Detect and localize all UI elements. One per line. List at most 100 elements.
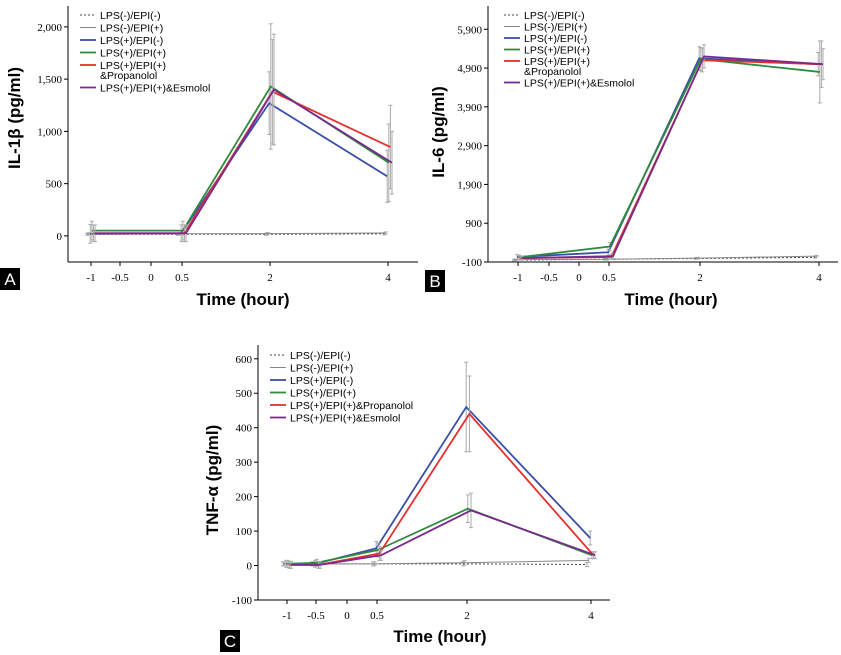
legend-entry: LPS(+)/EPI(+) [100,48,166,60]
panel-a-letter-box [0,268,20,290]
panel-b-letter: B [429,272,440,291]
series-line [91,85,390,232]
x-tick-label: -1 [513,272,522,284]
x-tick-label: 4 [588,610,594,622]
y-tick-label: 600 [236,354,253,366]
legend-entry-line: LPS(-)/EPI(-) [290,350,351,362]
series-line [289,412,595,566]
legend-entry: LPS(+)/EPI(+)&Propanolol [290,400,413,412]
y-tick-label: 2,000 [37,22,62,34]
legend-entry: LPS(+)/EPI(+)&Propanolol [100,60,166,82]
series-line [518,58,820,259]
series-line [291,509,596,566]
legend-entry: LPS(-)/EPI(-) [524,10,585,22]
legend-entry: LPS(+)/EPI(+)&Esmolol [524,78,634,90]
y-tick-label: -100 [232,595,253,607]
y-tick-label: 500 [46,179,63,191]
panel-b-y-axis-label: IL-6 (pg/ml) [429,86,448,178]
x-tick-label: -1 [86,272,95,284]
legend-entry-line: LPS(-)/EPI(-) [100,10,161,22]
legend-entry-line: LPS(+)/EPI(-) [290,375,353,387]
series-line [93,90,391,235]
x-tick-label: -1 [282,610,291,622]
x-tick-label: 0 [344,610,350,622]
legend-entry: LPS(-)/EPI(+) [524,22,587,34]
legend-entry-line: LPS(+)/EPI(-) [100,35,163,47]
x-tick-label: -0.5 [111,272,129,284]
series-line [286,405,591,565]
panel-a-plot-area: 0 500 1,000 1,500 2,000 -1 -0.5 0 0.5 2 4 LPS(-)/EP… [37,6,418,284]
y-tick-label: 300 [236,457,253,469]
legend-entry: LPS(-)/EPI(+) [290,363,353,375]
legend-entry-line: &Propanolol [100,70,157,82]
series-line [90,101,388,235]
series-line [287,507,593,565]
x-tick-label: -0.5 [540,272,558,284]
y-tick-label: 0 [57,231,63,243]
panel-a-x-axis-label: Time (hour) [196,290,289,309]
legend-entry: LPS(+)/EPI(+) [524,45,590,57]
x-tick-label: 0 [148,272,154,284]
series-line [515,255,817,261]
panel-c-x-axis-label: Time (hour) [393,627,486,646]
legend-entry: LPS(+)/EPI(+)&Esmolol [100,83,210,95]
legend-entry: LPS(+)/EPI(+)&Esmolol [290,413,400,425]
panel-b-letter-box [425,270,445,292]
legend-entry: LPS(-)/EPI(+) [100,23,163,35]
legend-entry-line: LPS(+)/EPI(+)&Propanolol [290,400,413,412]
y-tick-label: 1,900 [457,179,482,191]
legend-entry-line: LPS(+)/EPI(+) [524,56,590,68]
x-tick-label: 2 [697,272,703,284]
y-tick-label: 1,500 [37,74,62,86]
y-tick-label: 500 [236,388,253,400]
x-tick-label: 0 [576,272,582,284]
legend-entry: LPS(+)/EPI(+)&Propanolol [524,56,590,78]
y-tick-label: 4,900 [457,63,482,75]
y-tick-label: -100 [462,257,483,269]
y-tick-label: 200 [236,492,253,504]
legend-entry-line: LPS(+)/EPI(+) [100,60,166,72]
panel-c-plot-area: -100 0 100 200 300 400 500 600 -1 -0.5 0 0.5 2 4 LPS(-… [232,345,610,622]
panel-a-y-axis-label: IL-1β (pg/ml) [5,67,24,169]
y-tick-label: 0 [247,561,253,573]
legend-entry-line: LPS(+)/EPI(+)&Esmolol [100,83,210,95]
legend-entry: LPS(-)/EPI(-) [290,350,351,362]
panel-a-letter: A [4,270,16,289]
y-tick-label: 400 [236,423,253,435]
legend-entry-line: LPS(-)/EPI(+) [290,363,353,375]
legend-entry-line: LPS(+)/EPI(-) [524,33,587,45]
y-tick-label: 100 [236,526,253,538]
panel-c: TNF-α (pg/ml) Time (hour) -100 0 100 200 300… [203,345,610,652]
x-tick-label: 0.5 [602,272,616,284]
x-tick-label: 0.5 [175,272,189,284]
y-tick-label: 1,000 [37,126,62,138]
x-tick-label: 2 [464,610,470,622]
legend-entry-line: LPS(+)/EPI(+) [524,45,590,57]
x-tick-label: 0.5 [370,610,384,622]
panel-c-y-axis-label: TNF-α (pg/ml) [203,425,222,536]
series-line [520,59,822,260]
legend-entry: LPS(+)/EPI(-) [100,35,163,47]
panel-c-letter: C [224,632,236,651]
x-tick-label: -0.5 [307,610,325,622]
x-tick-label: 4 [816,272,822,284]
panel-b: IL-6 (pg/ml) Time (hour) -100 900 1,900 2,9… [425,6,838,309]
x-tick-label: 2 [267,272,273,284]
series-line [95,88,393,235]
legend-entry-line: LPS(+)/EPI(+)&Esmolol [524,78,634,90]
y-tick-label: 5,900 [457,24,482,36]
legend-entry-line: LPS(-)/EPI(+) [524,22,587,34]
legend-entry-line: LPS(+)/EPI(+)&Esmolol [290,413,400,425]
panel-b-x-axis-label: Time (hour) [624,290,717,309]
series-line [521,55,824,260]
y-tick-label: 900 [466,218,483,230]
panel-c-letter-box [220,630,240,652]
legend-entry-line: LPS(-)/EPI(+) [100,23,163,35]
legend-entry: LPS(+)/EPI(-) [290,375,353,387]
legend-entry: LPS(+)/EPI(-) [524,33,587,45]
legend-entry-line: LPS(+)/EPI(+) [100,48,166,60]
x-tick-label: 4 [385,272,391,284]
panel-b-plot-area: -100 900 1,900 2,900 3,900 4,900 5,900 -1 -0.5 0 0… [457,6,838,284]
y-tick-label: 2,900 [457,141,482,153]
legend-entry: LPS(-)/EPI(-) [100,10,161,22]
